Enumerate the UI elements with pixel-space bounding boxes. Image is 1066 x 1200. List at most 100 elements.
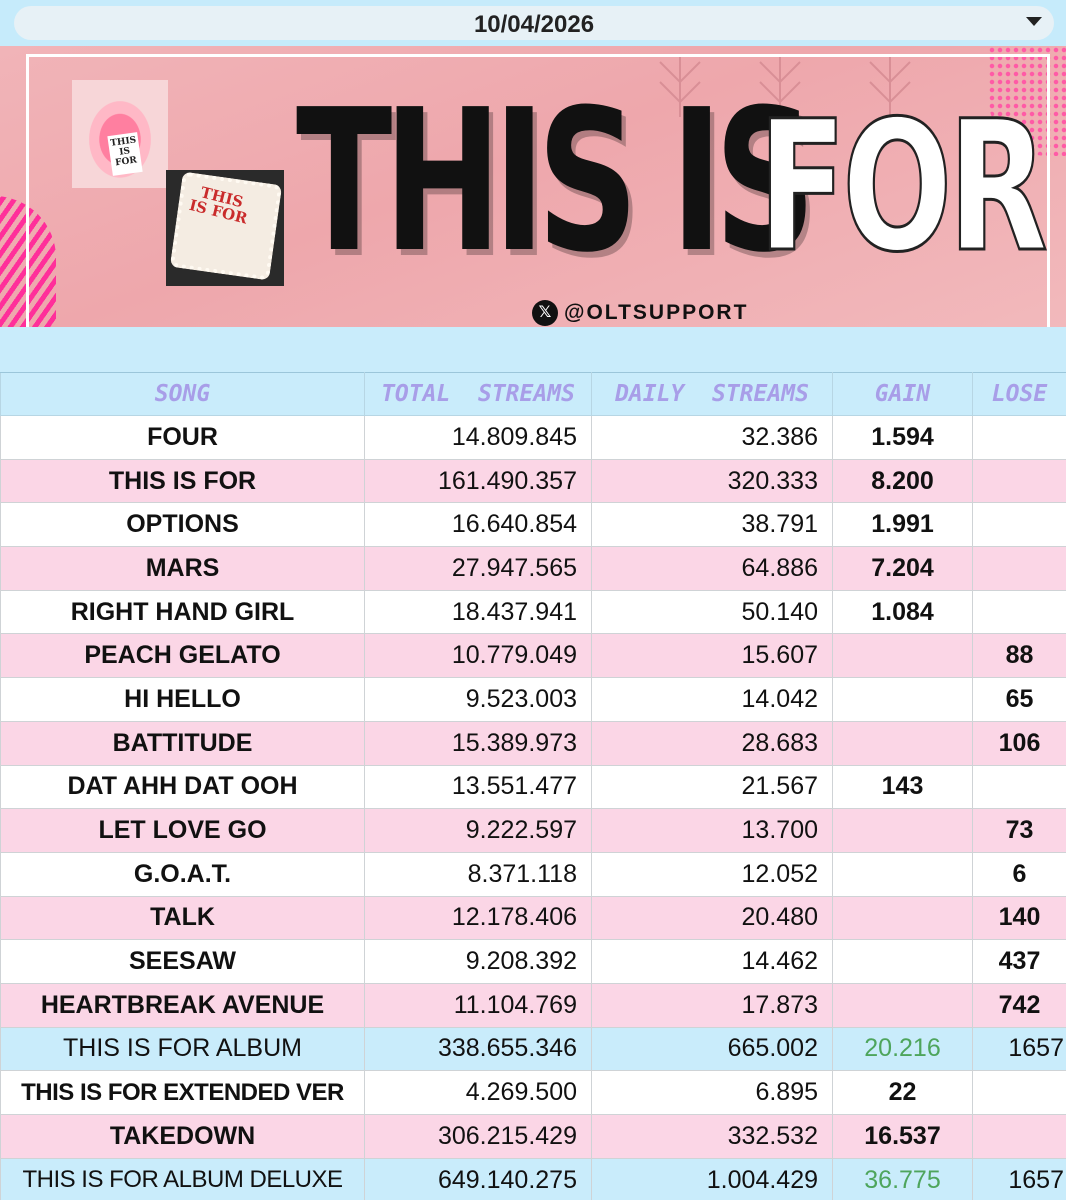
header-total-streams: TOTAL STREAMS [364, 372, 592, 416]
daily-streams-cell: 6.895 [591, 1070, 833, 1115]
table-row: RIGHT HAND GIRL 18.437.941 50.140 1.084 [0, 589, 1066, 635]
daily-streams-cell: 20.480 [591, 895, 833, 941]
gain-cell [832, 895, 973, 941]
gain-cell [832, 939, 973, 984]
gain-cell: 1.084 [832, 589, 973, 635]
total-streams-cell: 15.389.973 [364, 720, 592, 766]
song-cell: DAT AHH DAT OOH [0, 764, 365, 810]
table-row: SEESAW 9.208.392 14.462 437 [0, 939, 1066, 984]
total-streams-cell: 13.551.477 [364, 764, 592, 810]
total-streams-cell: 338.655.346 [364, 1026, 592, 1072]
daily-streams-cell: 14.462 [591, 939, 833, 984]
total-streams-cell: 14.809.845 [364, 415, 592, 460]
table-row: OPTIONS 16.640.854 38.791 1.991 [0, 502, 1066, 548]
table-row: LET LOVE GO 9.222.597 13.700 73 [0, 808, 1066, 853]
table-row: FOUR 14.809.845 32.386 1.594 [0, 415, 1066, 460]
song-cell: OPTIONS [0, 502, 365, 548]
song-cell: MARS [0, 546, 365, 591]
daily-streams-cell: 21.567 [591, 764, 833, 810]
daily-streams-cell: 32.386 [591, 415, 833, 460]
daily-streams-cell: 14.042 [591, 677, 833, 722]
table-row: THIS IS FOR ALBUM 338.655.346 665.002 20.21… [0, 1026, 1066, 1072]
gain-cell [832, 982, 973, 1028]
table-row: DAT AHH DAT OOH 13.551.477 21.567 143 [0, 764, 1066, 810]
lose-cell [972, 589, 1066, 635]
total-streams-cell: 16.640.854 [364, 502, 592, 548]
table-row: THIS IS FOR EXTENDED VER 4.269.500 6.895 22 [0, 1070, 1066, 1115]
gain-cell: 1.594 [832, 415, 973, 460]
handle-text: @OLTSUPPORT [564, 301, 749, 324]
table-row: MARS 27.947.565 64.886 7.204 [0, 546, 1066, 591]
gain-cell [832, 633, 973, 679]
lose-cell [972, 546, 1066, 591]
daily-streams-cell: 28.683 [591, 720, 833, 766]
total-streams-cell: 12.178.406 [364, 895, 592, 941]
daily-streams-cell: 13.700 [591, 808, 833, 853]
cake-top [169, 171, 283, 281]
total-streams-cell: 27.947.565 [364, 546, 592, 591]
gain-cell: 22 [832, 1070, 973, 1115]
lose-cell [972, 415, 1066, 460]
song-cell: THIS IS FOR [0, 458, 365, 504]
total-streams-cell: 4.269.500 [364, 1070, 592, 1115]
table-row: TAKEDOWN 306.215.429 332.532 16.537 [0, 1114, 1066, 1159]
table-row: PEACH GELATO 10.779.049 15.607 88 [0, 633, 1066, 679]
spacer-band [0, 327, 1066, 372]
total-streams-cell: 8.371.118 [364, 851, 592, 897]
daily-streams-cell: 64.886 [591, 546, 833, 591]
gain-cell: 1.991 [832, 502, 973, 548]
chevron-down-icon[interactable] [1026, 17, 1042, 26]
gain-cell: 20.216 [832, 1026, 973, 1072]
gain-cell: 8.200 [832, 458, 973, 504]
table-row: BATTITUDE 15.389.973 28.683 106 [0, 720, 1066, 766]
lose-cell [972, 764, 1066, 810]
song-cell: RIGHT HAND GIRL [0, 589, 365, 635]
song-cell: G.O.A.T. [0, 851, 365, 897]
table-row: HEARTBREAK AVENUE 11.104.769 17.873 742 [0, 982, 1066, 1028]
cake-photo: THIS IS FOR [166, 170, 284, 286]
social-handle[interactable]: 𝕏 @OLTSUPPORT [532, 298, 748, 327]
gain-cell [832, 808, 973, 853]
banner-title-outline: FOR [757, 83, 1049, 292]
streams-table: SONG TOTAL STREAMS DAILY STREAMS GAIN LO… [0, 372, 1066, 1200]
lose-cell: 73 [972, 808, 1066, 853]
lose-cell: 88 [972, 633, 1066, 679]
date-dropdown[interactable]: 10/04/2026 [14, 6, 1054, 40]
lips-card: THIS IS FOR [107, 132, 143, 176]
table-row: THIS IS FOR 161.490.357 320.333 8.200 [0, 458, 1066, 504]
daily-streams-cell: 332.532 [591, 1114, 833, 1159]
lose-cell: 437 [972, 939, 1066, 984]
song-cell: SEESAW [0, 939, 365, 984]
banner-frame [26, 54, 1050, 327]
table-row: TALK 12.178.406 20.480 140 [0, 895, 1066, 941]
lose-cell [972, 458, 1066, 504]
gain-cell: 7.204 [832, 546, 973, 591]
total-streams-cell: 9.222.597 [364, 808, 592, 853]
total-streams-cell: 11.104.769 [364, 982, 592, 1028]
daily-streams-cell: 17.873 [591, 982, 833, 1028]
banner-title-solid: THIS IS [296, 68, 816, 296]
song-cell: THIS IS FOR EXTENDED VER [0, 1070, 365, 1115]
daily-streams-cell: 50.140 [591, 589, 833, 635]
daily-streams-cell: 15.607 [591, 633, 833, 679]
total-streams-cell: 649.140.275 [364, 1157, 592, 1200]
lips-photo: THIS IS FOR [72, 80, 168, 188]
gain-cell [832, 720, 973, 766]
lose-cell [972, 1070, 1066, 1115]
lose-cell: 65 [972, 677, 1066, 722]
lose-cell: 106 [972, 720, 1066, 766]
date-bar: 10/04/2026 [0, 0, 1066, 46]
gain-cell [832, 677, 973, 722]
song-cell: TALK [0, 895, 365, 941]
gain-cell: 16.537 [832, 1114, 973, 1159]
total-streams-cell: 9.208.392 [364, 939, 592, 984]
daily-streams-cell: 1.004.429 [591, 1157, 833, 1200]
gain-cell: 143 [832, 764, 973, 810]
header-lose: LOSE [972, 372, 1066, 416]
song-cell: HEARTBREAK AVENUE [0, 982, 365, 1028]
lose-cell: 140 [972, 895, 1066, 941]
x-logo-icon: 𝕏 [532, 300, 558, 326]
total-streams-cell: 18.437.941 [364, 589, 592, 635]
table-header-row: SONG TOTAL STREAMS DAILY STREAMS GAIN LO… [0, 372, 1066, 416]
song-cell: THIS IS FOR ALBUM DELUXE [0, 1157, 365, 1200]
